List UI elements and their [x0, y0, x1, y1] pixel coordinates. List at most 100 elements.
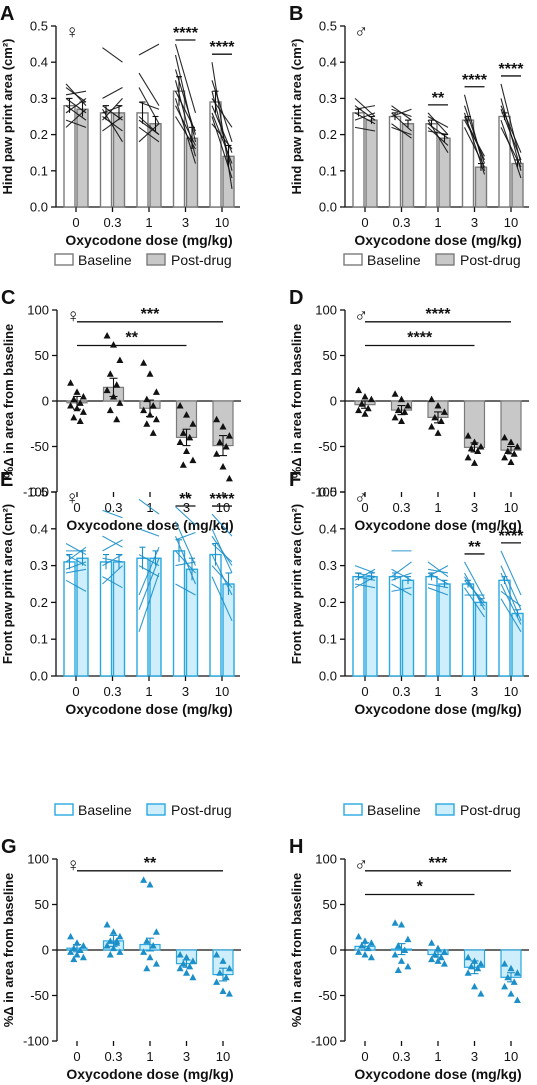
data-point: [513, 443, 521, 450]
panel-letter: H: [289, 836, 303, 858]
x-tick-label: 0: [361, 500, 368, 515]
y-tick-label: -50: [30, 439, 49, 454]
subject-line: [464, 119, 485, 157]
subject-line: [500, 565, 522, 610]
data-point: [110, 392, 117, 400]
sex-symbol: ♂: [354, 306, 368, 327]
data-point: [106, 406, 114, 414]
subject-line: [500, 590, 522, 607]
y-tick-label: -50: [30, 988, 49, 1003]
legend-swatch-post-drug: [146, 803, 166, 816]
data-point: [152, 928, 160, 935]
y-tick-label: 100: [27, 852, 49, 867]
subject-line: [102, 539, 123, 552]
data-point: [464, 969, 472, 976]
subject-line: [138, 572, 160, 633]
x-tick-label: 3: [182, 684, 189, 699]
data-point: [176, 951, 184, 958]
data-point: [110, 928, 117, 935]
x-tick-label: 3: [471, 500, 478, 515]
subject-line: [138, 546, 160, 596]
subject-line: [65, 543, 87, 556]
data-point: [501, 453, 509, 461]
y-tick-label: 0.3: [319, 91, 337, 106]
data-point: [79, 953, 87, 961]
data-point: [507, 990, 515, 997]
data-point: [70, 413, 78, 421]
data-point: [434, 402, 442, 409]
data-point: [116, 399, 124, 406]
data-point: [103, 921, 111, 928]
y-tick-label: 0.2: [319, 127, 337, 142]
data-point: [404, 402, 412, 409]
subject-line: [102, 535, 123, 548]
data-point: [361, 410, 369, 417]
y-tick-label: 0.4: [30, 55, 48, 70]
y-axis-title: %Δ in area from baseline: [289, 324, 304, 479]
data-point: [216, 438, 224, 445]
data-point: [440, 948, 448, 955]
data-point: [67, 932, 75, 940]
significance-label: **: [126, 329, 139, 346]
legend-label-post-drug: Post-drug: [171, 252, 232, 268]
x-tick-label: 10: [216, 500, 230, 515]
data-point: [401, 408, 409, 415]
data-point: [189, 456, 197, 464]
data-point: [507, 438, 515, 445]
data-point: [358, 941, 366, 949]
x-axis-title: Oxycodone dose (mg/kg): [65, 701, 232, 717]
data-point: [183, 411, 190, 418]
x-tick-label: 0.3: [104, 500, 122, 515]
subject-line: [65, 83, 87, 107]
subject-line: [354, 583, 376, 589]
data-point: [76, 946, 84, 953]
data-point: [103, 386, 111, 394]
significance-label: ***: [429, 855, 448, 872]
subject-line: [138, 126, 160, 143]
subject-line: [354, 126, 376, 132]
y-tick-label: 0: [330, 943, 337, 958]
subject-line: [138, 119, 160, 136]
bar-post-drug: [438, 137, 451, 208]
x-axis-title: Oxycodone dose (mg/kg): [65, 232, 232, 248]
data-point: [507, 964, 515, 972]
subject-line: [138, 123, 160, 143]
data-point: [364, 404, 372, 412]
data-point: [106, 951, 114, 958]
subject-line: [427, 112, 449, 135]
bar-post-drug: [76, 108, 89, 208]
panel-letter: G: [1, 836, 17, 858]
bar-baseline: [352, 575, 365, 677]
bar-post-drug: [185, 568, 199, 677]
data-point: [222, 973, 230, 981]
legend-gray: Baseline Post-drug: [343, 252, 521, 268]
sex-symbol: ♀: [65, 22, 79, 43]
subject-line: [102, 105, 123, 121]
x-tick-label: 0: [361, 684, 368, 699]
x-tick-label: 10: [216, 1049, 230, 1064]
data-point: [70, 944, 78, 952]
significance-label: **: [179, 491, 192, 508]
data-point: [113, 937, 121, 944]
panel-letter: C: [1, 287, 15, 309]
panel-a: A ♀ 0.0 0.1 0.2 0.3 0.4 0.5 Hind paw print area …: [0, 3, 240, 248]
subject-line: [175, 561, 196, 567]
y-tick-label: 0: [330, 394, 337, 409]
panel-letter: E: [0, 469, 13, 491]
data-point: [73, 939, 81, 946]
subject-line: [354, 565, 376, 574]
data-point: [394, 406, 402, 414]
y-axis-title: Front paw print area (cm²): [0, 504, 15, 664]
subject-line: [102, 576, 123, 589]
subject-line: [391, 112, 412, 132]
subject-line: [354, 576, 376, 581]
data-point: [103, 941, 111, 949]
data-point: [113, 415, 121, 423]
x-tick-label: 3: [183, 500, 190, 515]
sex-symbol: ♂: [354, 488, 368, 509]
data-point: [477, 990, 485, 997]
bar-post-drug: [222, 583, 235, 677]
data-point: [355, 932, 363, 940]
data-point: [143, 964, 151, 972]
bar-baseline: [209, 553, 222, 677]
